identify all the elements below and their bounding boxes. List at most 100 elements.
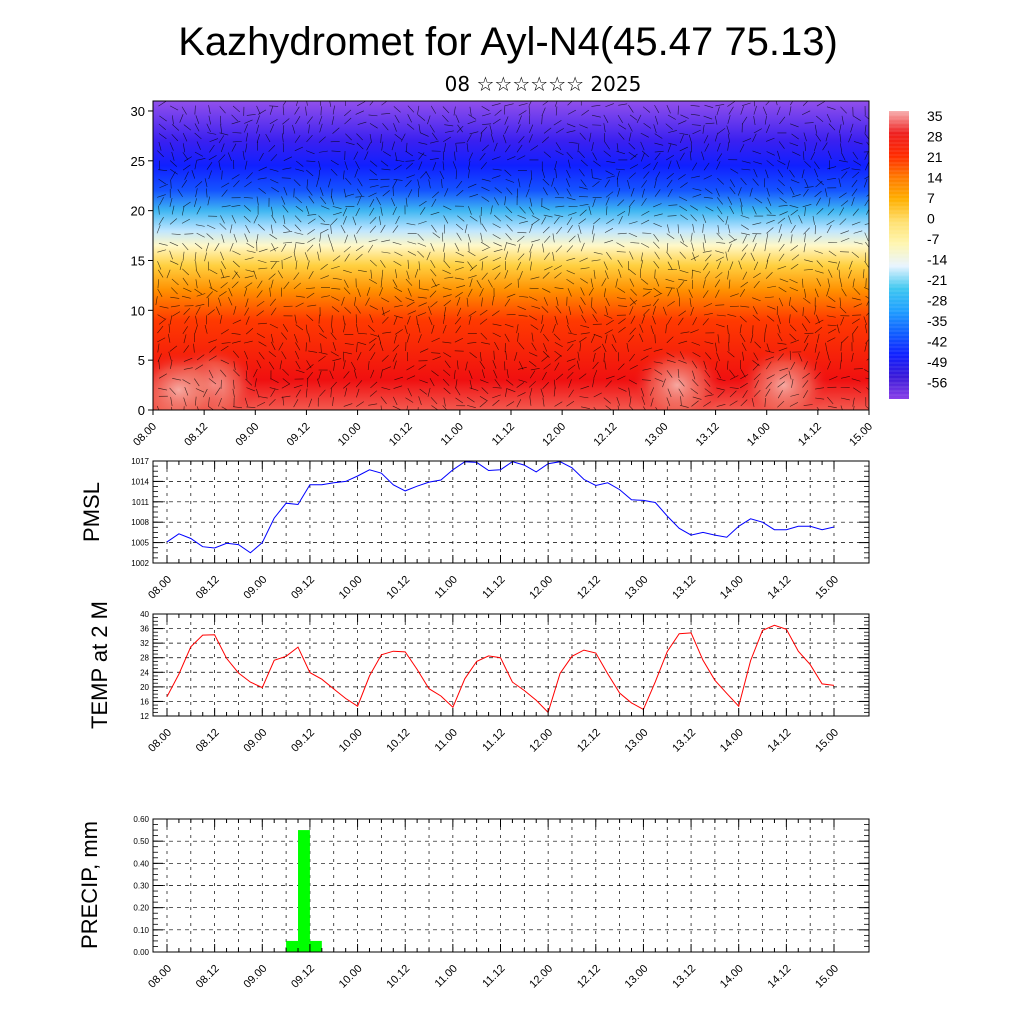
wind-vector bbox=[716, 161, 721, 170]
wind-vector bbox=[393, 123, 397, 132]
wind-vector bbox=[220, 359, 230, 365]
wind-vector bbox=[505, 351, 508, 361]
wind-vector bbox=[245, 370, 248, 380]
wind-vector bbox=[354, 296, 357, 306]
wind-vector bbox=[528, 206, 535, 215]
wind-vector bbox=[578, 168, 585, 177]
wind-vector bbox=[171, 287, 178, 295]
wind-vector bbox=[703, 162, 710, 171]
wind-vector bbox=[653, 223, 662, 227]
wind-vector bbox=[841, 152, 846, 161]
wind-vector bbox=[492, 223, 501, 229]
wind-vector bbox=[194, 288, 203, 295]
wind-vector bbox=[789, 142, 799, 147]
wind-vector bbox=[604, 334, 608, 344]
wind-vector bbox=[258, 187, 266, 194]
colorbar-label: -35 bbox=[927, 313, 947, 329]
wind-vector bbox=[392, 225, 399, 233]
wind-vector bbox=[406, 174, 415, 179]
x-tick-label: 14.12 bbox=[796, 421, 824, 449]
wind-vector bbox=[689, 151, 692, 161]
wind-vectors bbox=[155, 101, 869, 410]
wind-vector bbox=[827, 328, 837, 334]
wind-vector bbox=[519, 220, 528, 224]
wind-vector bbox=[611, 344, 617, 353]
wind-vector bbox=[727, 270, 730, 280]
wind-vector bbox=[591, 168, 593, 178]
wind-vector bbox=[158, 217, 164, 226]
wind-vector bbox=[777, 315, 781, 325]
wind-vector bbox=[476, 280, 482, 289]
wind-vector bbox=[668, 142, 678, 146]
wind-vector bbox=[852, 208, 859, 216]
wind-vector bbox=[357, 101, 366, 107]
wind-vector bbox=[739, 197, 743, 207]
wind-vector bbox=[676, 288, 680, 297]
wind-vector bbox=[727, 141, 730, 151]
wind-vector bbox=[715, 272, 723, 279]
x-tick-label: 12.00 bbox=[540, 421, 568, 449]
wind-vector bbox=[183, 397, 187, 407]
wind-vector bbox=[517, 235, 525, 242]
wind-vector bbox=[517, 392, 526, 397]
wind-vector bbox=[342, 207, 347, 217]
wind-vector bbox=[728, 234, 736, 241]
wind-vector bbox=[866, 312, 869, 316]
wind-vector bbox=[184, 315, 190, 324]
wind-vector bbox=[839, 297, 842, 307]
wind-vector bbox=[327, 234, 331, 244]
wind-vector bbox=[306, 364, 314, 371]
wind-vector bbox=[779, 278, 789, 283]
wind-vector bbox=[816, 101, 825, 107]
wind-vector bbox=[742, 351, 745, 361]
wind-vector bbox=[727, 133, 731, 143]
wind-vector bbox=[182, 133, 188, 142]
wind-vector bbox=[541, 115, 543, 125]
wind-vector bbox=[195, 388, 205, 393]
wind-vector bbox=[431, 324, 435, 334]
wind-vector bbox=[703, 196, 713, 199]
wind-vector bbox=[580, 179, 587, 187]
wind-vector bbox=[306, 150, 315, 155]
wind-vector bbox=[777, 381, 785, 388]
wind-vector bbox=[443, 369, 451, 376]
wind-vector bbox=[481, 178, 491, 182]
wind-vector bbox=[182, 201, 191, 208]
wind-vector bbox=[405, 150, 414, 157]
wind-vector bbox=[567, 340, 576, 344]
wind-vector bbox=[177, 189, 183, 198]
wind-vector bbox=[579, 342, 581, 352]
wind-vector bbox=[716, 403, 726, 407]
wind-vector bbox=[852, 397, 855, 407]
wind-vector bbox=[580, 297, 586, 305]
wind-vector bbox=[666, 233, 675, 240]
wind-vector bbox=[529, 243, 534, 253]
wind-vector bbox=[481, 246, 491, 252]
wind-vector bbox=[406, 315, 411, 325]
wind-vector bbox=[504, 169, 512, 177]
wind-vector bbox=[641, 243, 650, 248]
wind-vector bbox=[740, 369, 746, 378]
wind-vector bbox=[717, 225, 720, 235]
wind-vector bbox=[630, 288, 637, 296]
wind-vector bbox=[516, 144, 523, 153]
wind-vector bbox=[218, 397, 222, 407]
wind-vector bbox=[157, 337, 166, 343]
wind-vector bbox=[381, 168, 391, 171]
colorbar-label: 14 bbox=[927, 170, 943, 186]
wind-vector bbox=[628, 206, 631, 216]
wind-vector bbox=[443, 205, 452, 211]
wind-vector bbox=[566, 169, 571, 179]
wind-vector bbox=[540, 388, 544, 398]
wind-vector bbox=[231, 333, 241, 335]
wind-vector bbox=[431, 337, 440, 342]
wind-vector bbox=[432, 232, 441, 239]
wind-vector bbox=[603, 114, 609, 123]
wind-vector bbox=[692, 317, 698, 326]
wind-vector bbox=[639, 324, 644, 333]
wind-vector bbox=[269, 233, 278, 240]
wind-vector bbox=[181, 218, 191, 224]
wind-vector bbox=[270, 341, 276, 351]
wind-vector bbox=[394, 134, 403, 140]
wind-vector bbox=[307, 237, 316, 243]
